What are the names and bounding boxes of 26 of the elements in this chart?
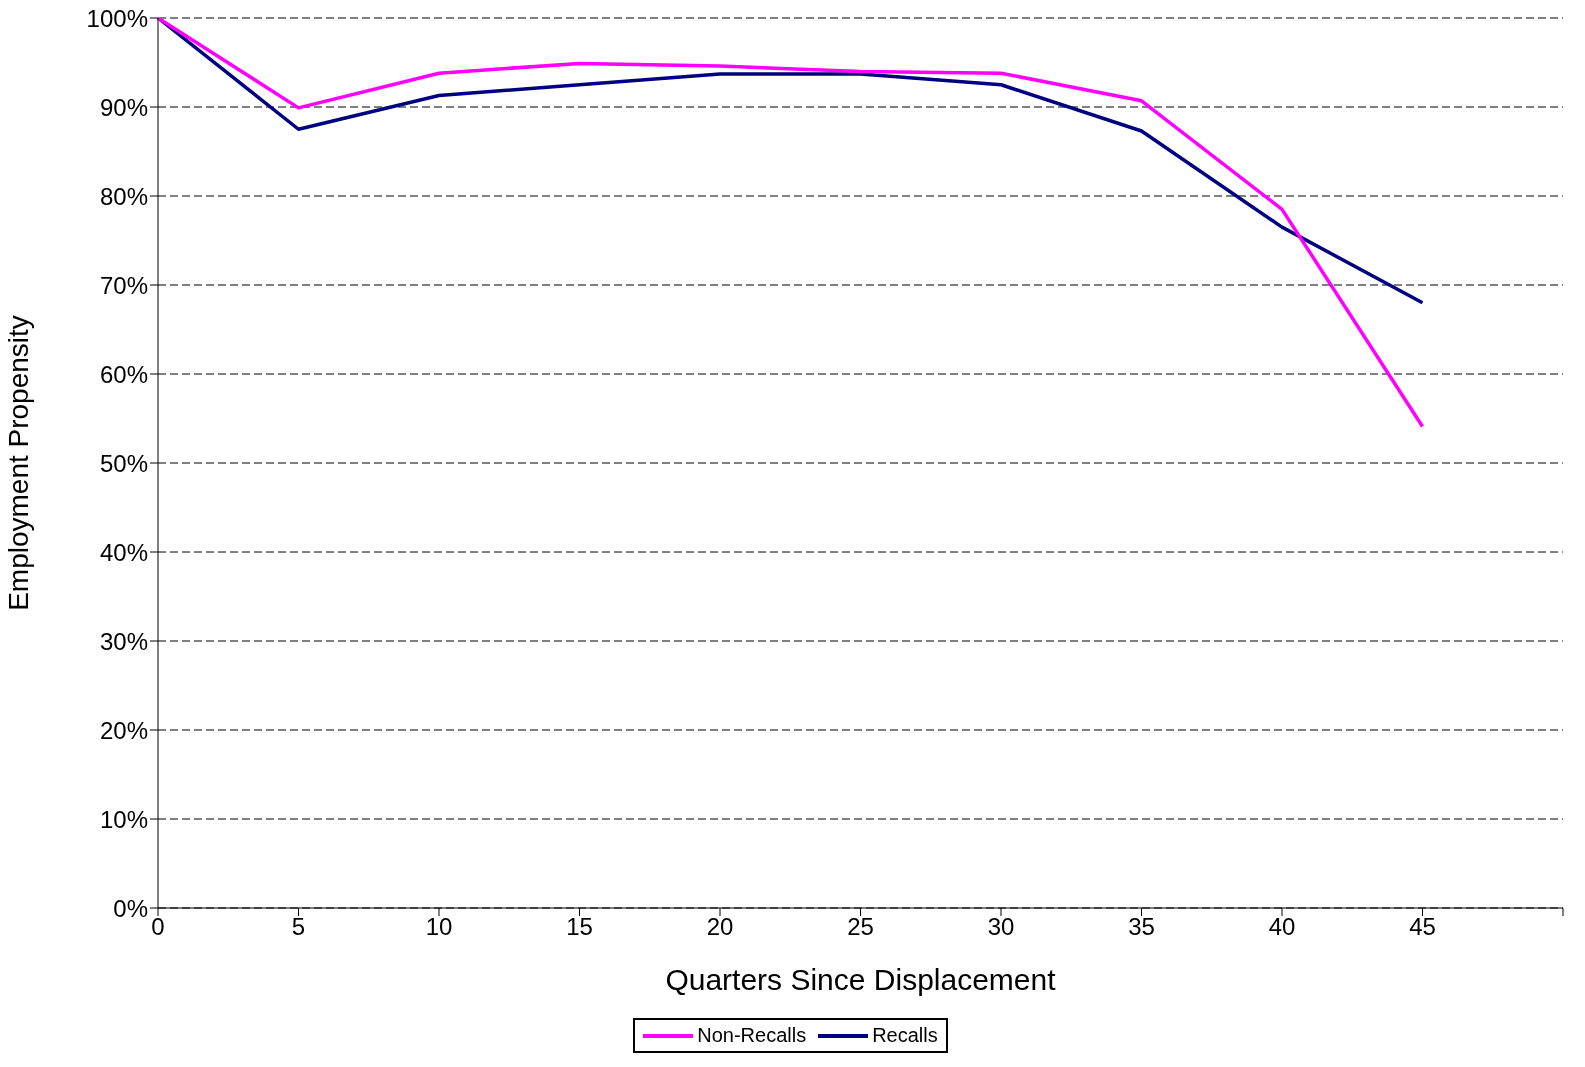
y-tick-label: 0% [113, 894, 148, 922]
y-tick-label: 80% [99, 182, 148, 210]
x-axis-title: Quarters Since Displacement [665, 963, 1057, 996]
x-tick-label: 30 [987, 913, 1015, 941]
y-tick-label: 50% [99, 449, 148, 477]
x-tick-label: 15 [566, 913, 593, 941]
x-tick-label: 0 [151, 913, 165, 941]
x-tick-label: 20 [706, 913, 734, 941]
x-tick-label: 5 [291, 913, 306, 941]
x-tick-label: 10 [425, 913, 453, 941]
y-tick-label: 10% [99, 805, 148, 833]
line-series [156, 18, 1425, 429]
y-tick-label: 60% [99, 360, 148, 388]
x-tick-label: 35 [1128, 913, 1155, 941]
legend-label: Recalls [872, 1024, 938, 1047]
x-tick-label: 45 [1409, 913, 1436, 941]
y-tick-label: 70% [99, 271, 148, 299]
legend-label: Non-Recalls [697, 1024, 807, 1047]
y-tick-label: 30% [99, 627, 148, 655]
y-axis-title: Employment Propensity [2, 315, 34, 611]
x-tick-label: 25 [847, 913, 874, 941]
y-tick-label: 90% [99, 93, 148, 121]
y-tick-label: 100% [86, 4, 148, 32]
y-tick-label: 40% [99, 538, 148, 566]
x-tick-label: 40 [1268, 913, 1296, 941]
y-tick-label: 20% [99, 716, 148, 744]
